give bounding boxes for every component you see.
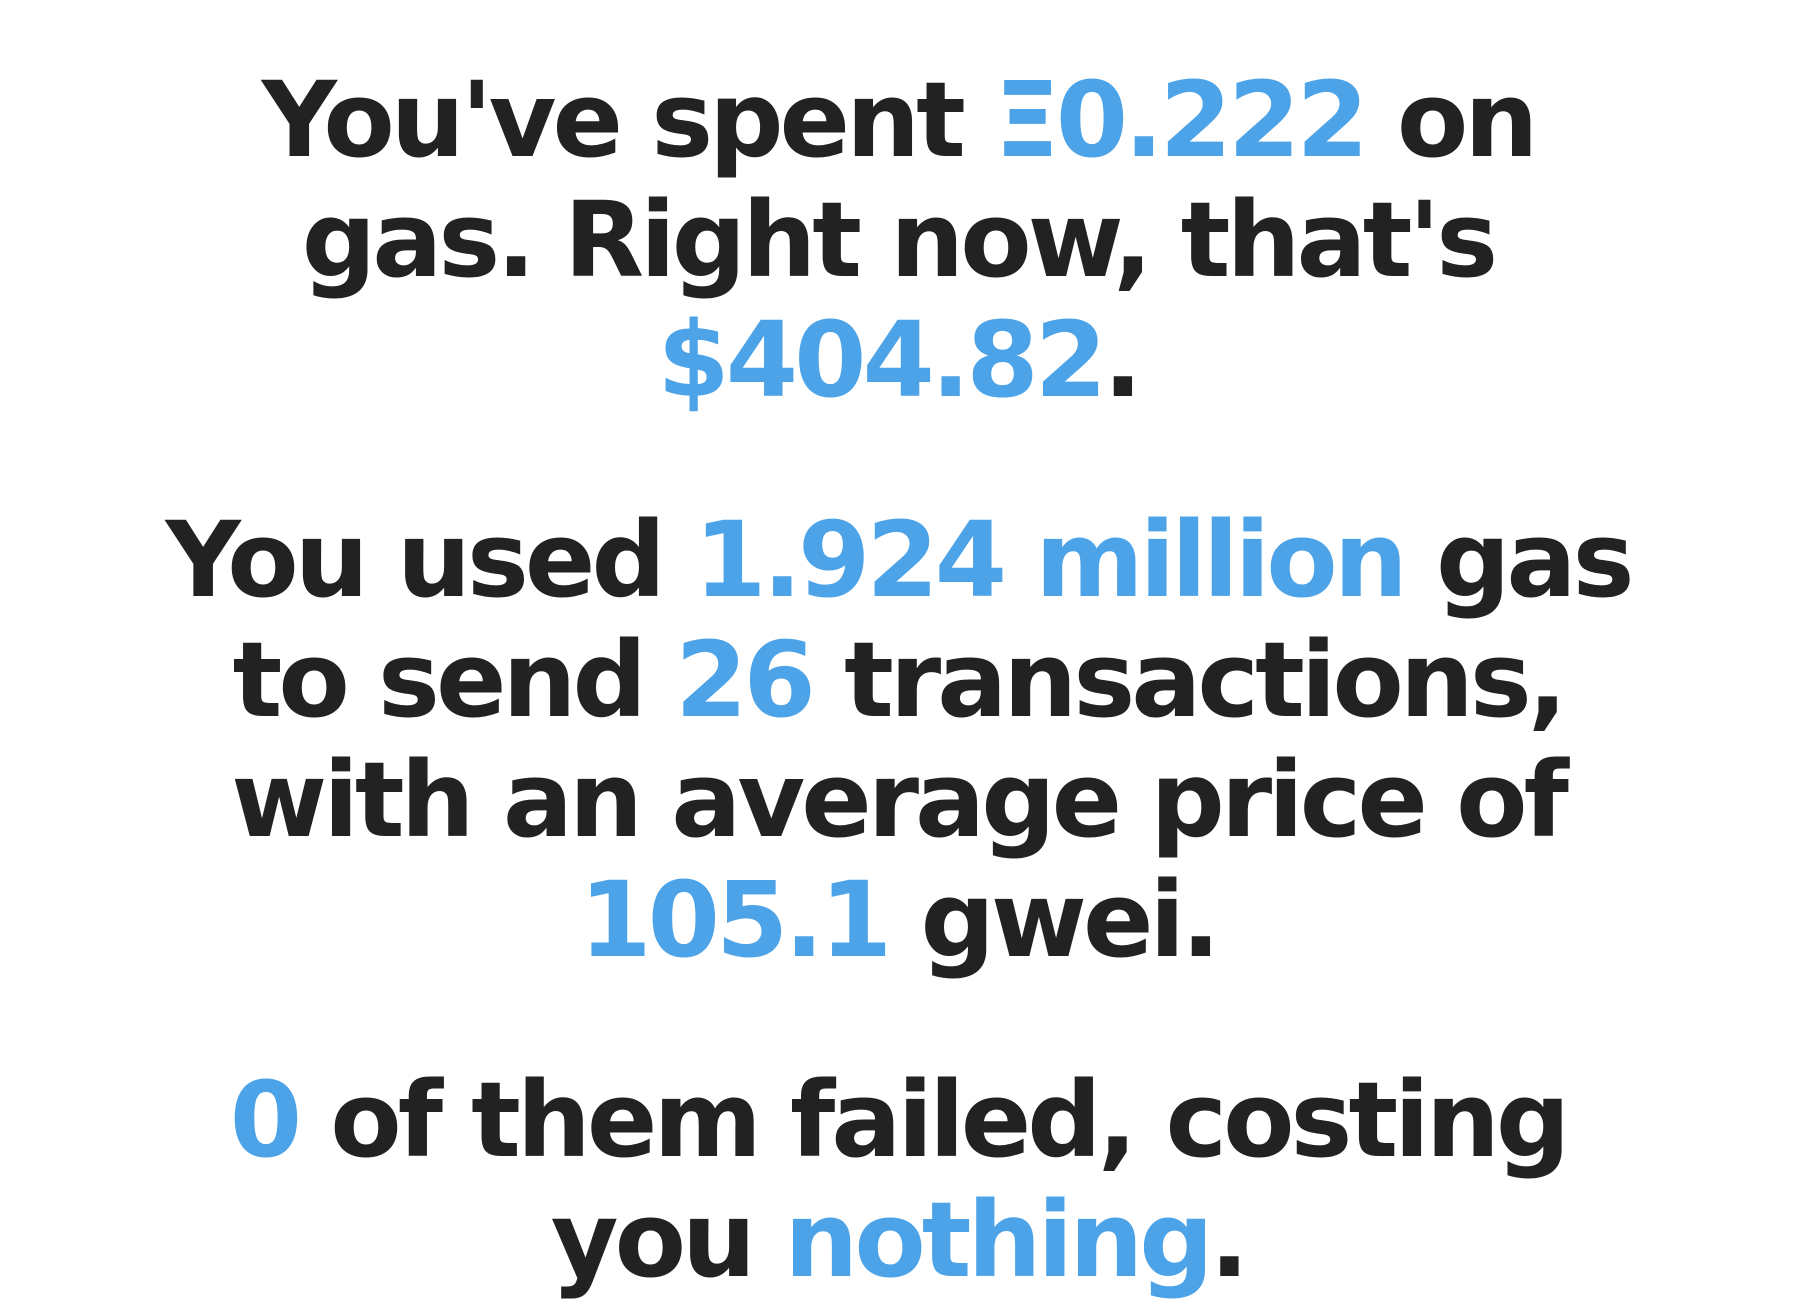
failed-summary: 0 of them failed, costing you nothing. xyxy=(0,1060,1796,1300)
spent-line-2: gas. Right now, that's xyxy=(0,180,1796,300)
failed-text: of them failed, costing xyxy=(298,1059,1570,1181)
spent-summary: You've spent Ξ0.222 on gas. Right now, t… xyxy=(0,60,1796,420)
failed-count-value: 0 xyxy=(229,1059,302,1181)
eth-spent-value: Ξ0.222 xyxy=(994,59,1369,181)
usage-line-1: You used 1.924 million gas xyxy=(0,500,1796,620)
failed-text: you xyxy=(550,1179,785,1301)
usage-text: transactions, xyxy=(811,619,1567,741)
transaction-count-value: 26 xyxy=(675,619,816,741)
usage-summary: You used 1.924 million gas to send 26 tr… xyxy=(0,500,1796,980)
gas-used-value: 1.924 million xyxy=(694,499,1408,621)
average-price-value: 105.1 xyxy=(579,859,892,981)
failed-text: . xyxy=(1209,1179,1249,1301)
usage-text: gwei. xyxy=(888,859,1220,981)
spent-line-1: You've spent Ξ0.222 on xyxy=(0,60,1796,180)
spent-text: You've spent xyxy=(261,59,995,181)
spent-line-3: $404.82. xyxy=(0,300,1796,420)
failed-cost-value: nothing xyxy=(784,1179,1213,1301)
usage-line-2: to send 26 transactions, xyxy=(0,620,1796,740)
failed-line-1: 0 of them failed, costing xyxy=(0,1060,1796,1180)
usage-text: gas xyxy=(1403,499,1635,621)
usage-line-3: with an average price of xyxy=(0,740,1796,860)
usage-line-4: 105.1 gwei. xyxy=(0,860,1796,980)
usage-text: You used xyxy=(165,499,695,621)
spent-text: . xyxy=(1103,299,1142,421)
failed-line-2: you nothing. xyxy=(0,1180,1796,1300)
spent-text: on xyxy=(1364,59,1538,181)
usd-value: $404.82 xyxy=(657,299,1107,421)
usage-text: with an average price of xyxy=(231,739,1569,861)
spent-text: gas. Right now, that's xyxy=(301,179,1498,301)
usage-text: to send xyxy=(232,619,676,741)
